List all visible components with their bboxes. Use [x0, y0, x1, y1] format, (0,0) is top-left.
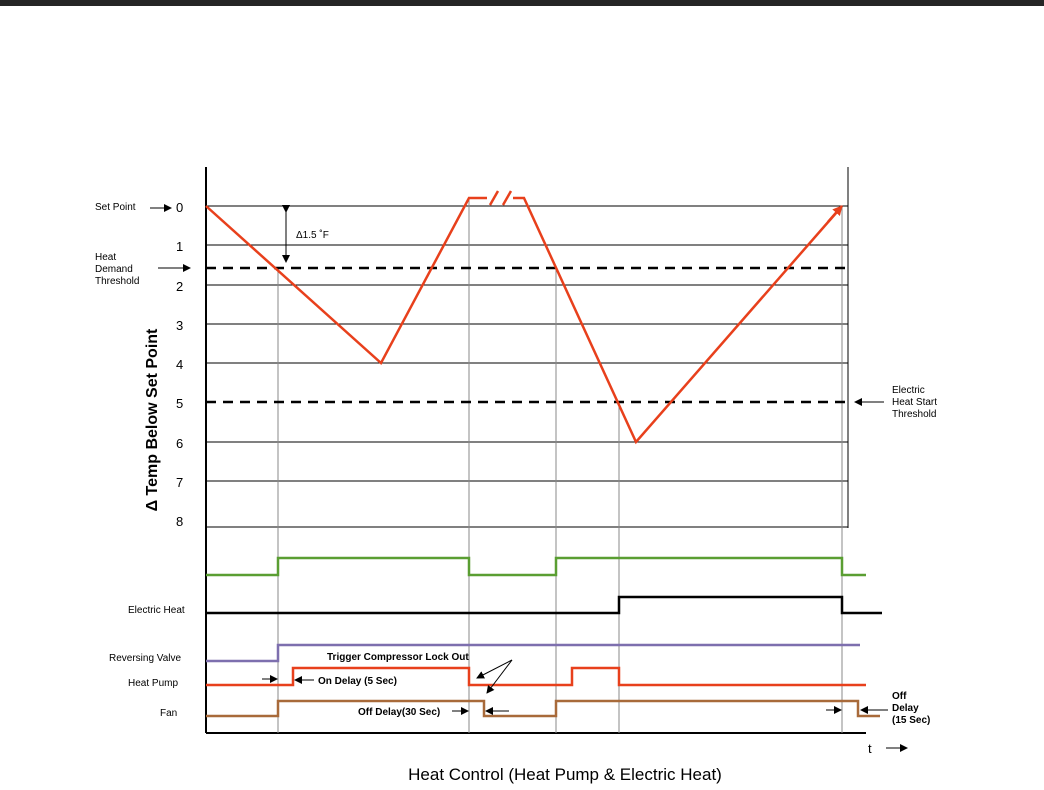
fan-label: Fan — [160, 708, 177, 719]
temperature-trace-segment-2 — [513, 196, 837, 445]
fan-signal — [206, 699, 880, 718]
y-tick-label: 2 — [176, 279, 183, 294]
break-marker-icon — [488, 190, 513, 206]
diagram-title: Heat Control (Heat Pump & Electric Heat) — [408, 765, 722, 784]
heat-demand-label-line2: Demand — [95, 264, 133, 275]
temperature-arrowhead-icon — [827, 205, 843, 223]
trigger-lockout-arrow-icon — [476, 659, 513, 679]
electric-heat-threshold-label-line1: Electric — [892, 385, 925, 396]
temperature-trace-segment-1 — [205, 196, 487, 365]
on-delay-label: On Delay (5 Sec) — [318, 676, 397, 687]
y-axis-label: Δ Temp Below Set Point — [144, 328, 161, 511]
thermostat-demand-signal — [206, 556, 866, 577]
y-tick-label: 5 — [176, 396, 183, 411]
y-tick-label: 1 — [176, 239, 183, 254]
electric-heat-label: Electric Heat — [128, 605, 185, 616]
y-tick-labels: 0 1 2 3 4 5 6 7 8 — [176, 200, 183, 529]
top-bar — [0, 0, 1044, 6]
electric-heat-threshold-label-line2: Heat Start — [892, 397, 937, 408]
off-delay-30-label: Off Delay(30 Sec) — [358, 707, 440, 718]
heat-pump-signal — [206, 666, 866, 687]
y-tick-label: 0 — [176, 200, 183, 215]
off-delay-15-label-line1: Off — [892, 691, 907, 702]
y-tick-label: 8 — [176, 514, 183, 529]
reversing-valve-label: Reversing Valve — [109, 653, 182, 664]
y-tick-label: 6 — [176, 436, 183, 451]
heat-demand-label-line3: Threshold — [95, 276, 139, 287]
y-tick-label: 4 — [176, 357, 183, 372]
set-point-label: Set Point — [95, 202, 136, 213]
trigger-lockout-arrow-2-icon — [486, 659, 513, 694]
off-delay-15-label-line3: (15 Sec) — [892, 715, 930, 726]
heat-demand-label-line1: Heat — [95, 252, 116, 263]
electric-heat-signal — [206, 595, 882, 615]
trigger-lockout-label: Trigger Compressor Lock Out — [327, 652, 469, 663]
temperature-grid — [206, 205, 848, 528]
delta-label: Δ1.5 ˚F — [296, 229, 329, 241]
heat-pump-label: Heat Pump — [128, 678, 178, 689]
reversing-valve-signal — [206, 643, 860, 663]
x-axis-label: t — [868, 741, 872, 756]
off-delay-15-label-line2: Delay — [892, 703, 919, 714]
y-tick-label: 7 — [176, 475, 183, 490]
y-tick-label: 3 — [176, 318, 183, 333]
electric-heat-threshold-label-line3: Threshold — [892, 409, 936, 420]
